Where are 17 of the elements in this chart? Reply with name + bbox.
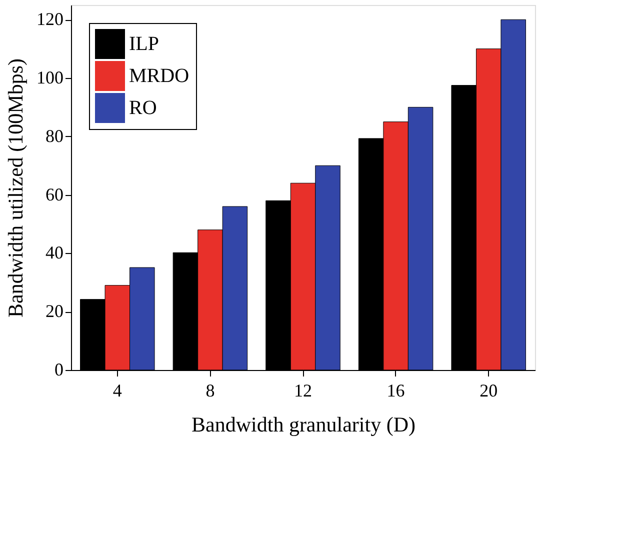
y-tick-label: 40 bbox=[46, 242, 64, 263]
x-axis-title: Bandwidth granularity (D) bbox=[192, 412, 416, 436]
y-tick-label: 0 bbox=[54, 360, 64, 380]
x-tick-label: 12 bbox=[294, 380, 312, 400]
y-tick-label: 80 bbox=[46, 126, 64, 146]
y-tick-label: 20 bbox=[46, 301, 64, 322]
legend-label: RO bbox=[129, 97, 157, 119]
x-tick-label: 20 bbox=[480, 380, 498, 400]
legend-label: ILP bbox=[129, 33, 159, 55]
x-tick-label: 16 bbox=[386, 380, 405, 400]
x-tick-label: 4 bbox=[112, 380, 122, 400]
x-tick-label: 8 bbox=[206, 380, 215, 400]
y-tick-label: 100 bbox=[36, 68, 64, 88]
y-axis-title: Bandwidth utilized (100Mbps) bbox=[4, 58, 28, 318]
y-tick-label: 60 bbox=[46, 184, 64, 204]
y-tick-label: 120 bbox=[36, 9, 64, 30]
legend-label: MRDO bbox=[129, 65, 190, 87]
